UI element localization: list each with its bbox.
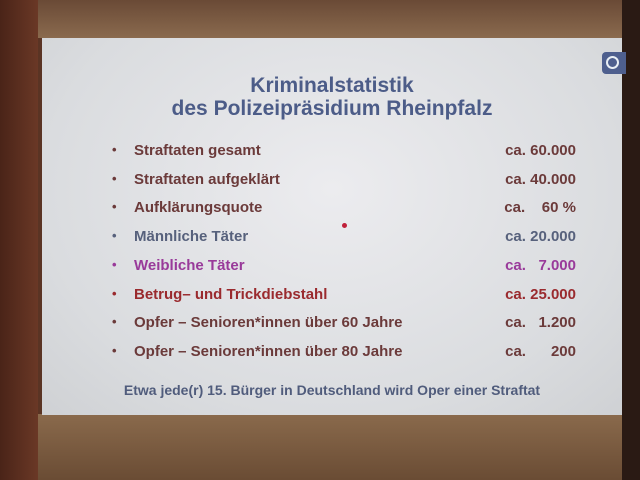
stat-row: • Betrug– und Trickdiebstahl ca. 25.000 [112, 286, 582, 310]
projection-screen-bottom [38, 414, 628, 480]
bullet: • [112, 285, 117, 301]
stat-row: • Männliche Täter ca. 20.000 [112, 228, 582, 252]
bullet: • [112, 228, 117, 244]
bullet: • [112, 256, 117, 272]
laser-pointer-dot [342, 223, 347, 228]
stat-value: ca. 1.200 [505, 314, 576, 332]
stat-label: Opfer – Senioren*innen über 80 Jahre [134, 342, 403, 360]
stat-label: Aufklärungsquote [134, 199, 263, 217]
stat-label: Betrug– und Trickdiebstahl [134, 285, 328, 303]
bullet: • [112, 314, 117, 330]
stat-label: Männliche Täter [134, 228, 249, 246]
stat-value: ca. 20.000 [505, 228, 576, 246]
slide-footer: Etwa jede(r) 15. Bürger in Deutschland w… [123, 382, 541, 398]
wall-right [622, 0, 640, 480]
police-logo-icon [602, 52, 626, 74]
stat-row: • Aufklärungsquote ca. 60 % [112, 199, 582, 223]
bullet: • [112, 342, 117, 358]
stat-row: • Straftaten aufgeklärt ca. 40.000 [112, 171, 582, 195]
bullet: • [112, 142, 117, 157]
stat-value: ca. 25.000 [505, 285, 576, 303]
stat-label: Straftaten aufgeklärt [134, 170, 280, 188]
bullet: • [112, 199, 117, 215]
stat-value: ca. 60 % [504, 199, 576, 217]
stat-label: Straftaten gesamt [134, 142, 261, 159]
stat-value: ca. 40.000 [505, 170, 576, 188]
stat-value: ca. 60.000 [505, 142, 576, 159]
bullet: • [112, 170, 117, 186]
title-line-1: Kriminalstatistik [250, 74, 414, 97]
title-line-2: des Polizeipräsidium Rheinpfalz [171, 97, 493, 120]
wall-left [0, 0, 38, 480]
stat-row: • Opfer – Senioren*innen über 80 Jahre c… [112, 343, 582, 367]
slide-title: Kriminalstatistik des Polizeipräsidium R… [42, 74, 622, 120]
stat-row: • Straftaten gesamt ca. 60.000 [112, 142, 582, 166]
stat-label: Opfer – Senioren*innen über 60 Jahre [134, 314, 403, 332]
stat-label: Weibliche Täter [134, 256, 245, 274]
projected-slide: Kriminalstatistik des Polizeipräsidium R… [42, 38, 626, 415]
projection-screen-top [38, 0, 628, 38]
stat-value: ca. 7.000 [505, 256, 576, 274]
stat-value: ca. 200 [505, 342, 576, 360]
stat-row: • Weibliche Täter ca. 7.000 [112, 257, 582, 281]
stat-row: • Opfer – Senioren*innen über 60 Jahre c… [112, 314, 582, 338]
